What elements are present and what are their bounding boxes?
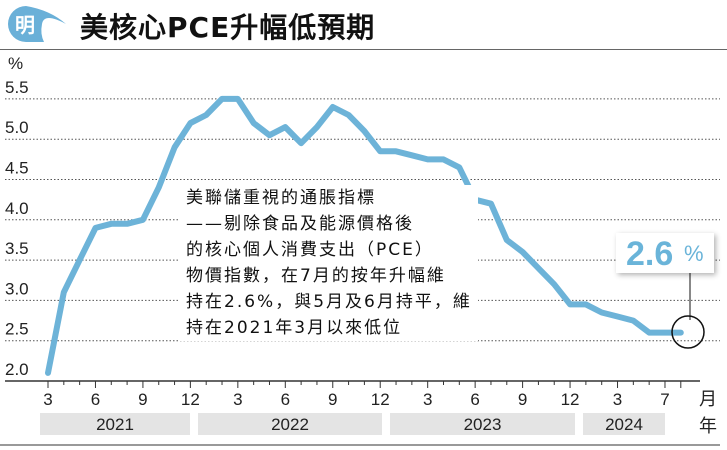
y-tick-label: 4.0 — [5, 199, 29, 218]
year-axis-unit: 年 — [699, 416, 717, 436]
x-tick-label: 6 — [91, 390, 100, 409]
x-tick-label: 3 — [233, 390, 242, 409]
year-label: 2021 — [96, 415, 134, 434]
annotation-text: 美聯儲重視的通脹指標 ——剔除食品及能源價格後 的核心個人消費支出（PCE） 物… — [180, 185, 478, 341]
x-tick-label: 12 — [561, 390, 580, 409]
callout-unit: % — [684, 241, 704, 266]
x-tick-label: 9 — [518, 390, 527, 409]
x-tick-label: 3 — [43, 390, 52, 409]
annotation-line: 美聯儲重視的通脹指標 — [186, 188, 376, 208]
year-label: 2022 — [271, 415, 309, 434]
highlight-circle — [671, 315, 705, 349]
x-tick-label: 7 — [660, 390, 669, 409]
logo-text: 明 — [15, 14, 35, 37]
y-tick-label: 3.5 — [5, 239, 29, 258]
y-tick-label: 4.5 — [5, 159, 29, 178]
y-tick-label: 2.5 — [5, 320, 29, 339]
x-tick-label: 9 — [328, 390, 337, 409]
year-label: 2024 — [605, 415, 643, 434]
annotation-line: 持在2.6%，與5月及6月持平，維 — [186, 292, 472, 312]
x-tick-label: 6 — [281, 390, 290, 409]
chart-title: 美核心PCE升幅低預期 — [80, 11, 376, 44]
y-tick-label: 5.0 — [5, 118, 29, 137]
annotation-line: 持在2021年3月以來低位 — [186, 318, 403, 338]
x-axis-unit: 月 — [699, 389, 717, 409]
logo-icon: 明 — [8, 6, 66, 42]
title-divider — [0, 49, 727, 50]
year-band — [583, 413, 665, 435]
year-band — [198, 413, 382, 435]
y-tick-label: 5.5 — [5, 78, 29, 97]
callout-value: 2.6 — [626, 235, 674, 273]
x-tick-label: 12 — [371, 390, 390, 409]
annotation-line: 的核心個人消費支出（PCE） — [186, 240, 434, 260]
y-tick-label: 3.0 — [5, 279, 29, 298]
latest-value-callout: 2.6 % — [616, 233, 714, 273]
x-tick-label: 6 — [470, 390, 479, 409]
x-tick-label: 9 — [138, 390, 147, 409]
y-axis-unit: % — [8, 54, 24, 73]
annotation-line: 物價指數，在7月的按年升幅維 — [186, 266, 446, 286]
year-label: 2023 — [464, 415, 502, 434]
x-tick-label: 3 — [613, 390, 622, 409]
x-tick-label: 12 — [181, 390, 200, 409]
year-band — [390, 413, 575, 435]
y-tick-label: 2.0 — [5, 360, 29, 379]
x-tick-label: 3 — [423, 390, 432, 409]
annotation-line: ——剔除食品及能源價格後 — [186, 214, 414, 234]
year-band — [40, 413, 190, 435]
